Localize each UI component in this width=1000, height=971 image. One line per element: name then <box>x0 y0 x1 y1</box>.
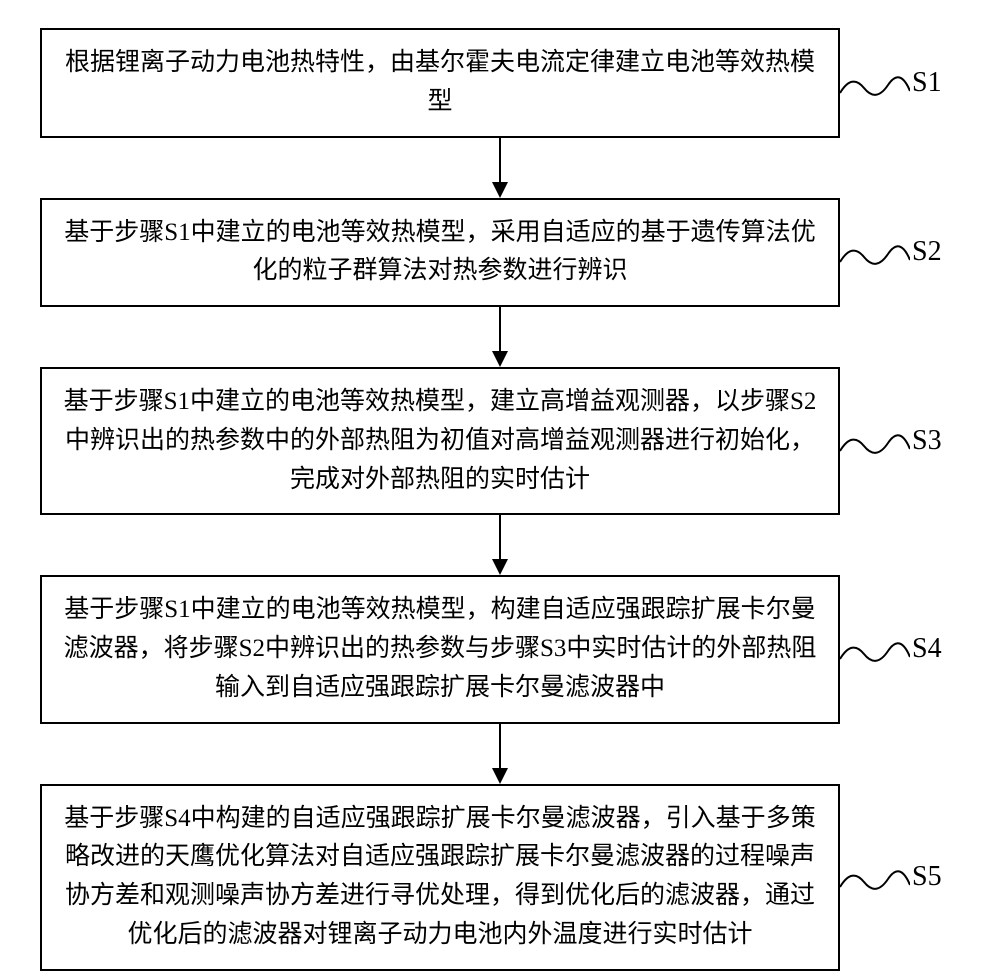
step-row-s1: 根据锂离子动力电池热特性，由基尔霍夫电流定律建立电池等效热模型 S1 <box>40 28 960 138</box>
step-label-wrap-s4: S4 <box>840 629 960 669</box>
step-text-s5: 基于步骤S4中构建的自适应强跟踪扩展卡尔曼滤波器，引入基于多策略改进的天鹰优化算… <box>64 805 815 948</box>
step-label-s3: S3 <box>912 425 942 457</box>
arrow-down-icon <box>485 138 515 198</box>
step-label-wrap-s2: S2 <box>840 232 960 272</box>
step-text-s3: 基于步骤S1中建立的电池等效热模型，建立高增益观测器，以步骤S2中辨识出的热参数… <box>64 388 817 493</box>
step-label-s1: S1 <box>912 67 942 99</box>
step-label-wrap-s3: S3 <box>840 421 960 461</box>
arrow-down-icon <box>485 307 515 367</box>
arrow-s4-s5 <box>100 724 900 784</box>
step-text-s2: 基于步骤S1中建立的电池等效热模型，采用自适应的基于遗传算法优化的粒子群算法对热… <box>64 219 815 285</box>
step-row-s2: 基于步骤S1中建立的电池等效热模型，采用自适应的基于遗传算法优化的粒子群算法对热… <box>40 198 960 308</box>
step-text-s1: 根据锂离子动力电池热特性，由基尔霍夫电流定律建立电池等效热模型 <box>65 49 815 115</box>
arrow-s2-s3 <box>100 307 900 367</box>
arrow-s3-s4 <box>100 515 900 575</box>
step-row-s3: 基于步骤S1中建立的电池等效热模型，建立高增益观测器，以步骤S2中辨识出的热参数… <box>40 367 960 515</box>
step-row-s5: 基于步骤S4中构建的自适应强跟踪扩展卡尔曼滤波器，引入基于多策略改进的天鹰优化算… <box>40 784 960 971</box>
step-label-wrap-s1: S1 <box>840 63 960 103</box>
step-label-s2: S2 <box>912 236 942 268</box>
step-box-s3: 基于步骤S1中建立的电池等效热模型，建立高增益观测器，以步骤S2中辨识出的热参数… <box>40 367 840 515</box>
step-row-s4: 基于步骤S1中建立的电池等效热模型，构建自适应强跟踪扩展卡尔曼滤波器，将步骤S2… <box>40 575 960 723</box>
squiggle-icon <box>840 629 910 669</box>
squiggle-icon <box>840 232 910 272</box>
squiggle-icon <box>840 421 910 461</box>
step-box-s4: 基于步骤S1中建立的电池等效热模型，构建自适应强跟踪扩展卡尔曼滤波器，将步骤S2… <box>40 575 840 723</box>
squiggle-icon <box>840 857 910 897</box>
step-label-wrap-s5: S5 <box>840 857 960 897</box>
step-text-s4: 基于步骤S1中建立的电池等效热模型，构建自适应强跟踪扩展卡尔曼滤波器，将步骤S2… <box>64 596 817 701</box>
step-box-s1: 根据锂离子动力电池热特性，由基尔霍夫电流定律建立电池等效热模型 <box>40 28 840 138</box>
step-box-s5: 基于步骤S4中构建的自适应强跟踪扩展卡尔曼滤波器，引入基于多策略改进的天鹰优化算… <box>40 784 840 971</box>
arrow-down-icon <box>485 724 515 784</box>
arrow-s1-s2 <box>100 138 900 198</box>
step-box-s2: 基于步骤S1中建立的电池等效热模型，采用自适应的基于遗传算法优化的粒子群算法对热… <box>40 198 840 308</box>
squiggle-icon <box>840 63 910 103</box>
step-label-s4: S4 <box>912 633 942 665</box>
step-label-s5: S5 <box>912 861 942 893</box>
flowchart-container: 根据锂离子动力电池热特性，由基尔霍夫电流定律建立电池等效热模型 S1 基于步骤S… <box>40 28 960 971</box>
arrow-down-icon <box>485 515 515 575</box>
